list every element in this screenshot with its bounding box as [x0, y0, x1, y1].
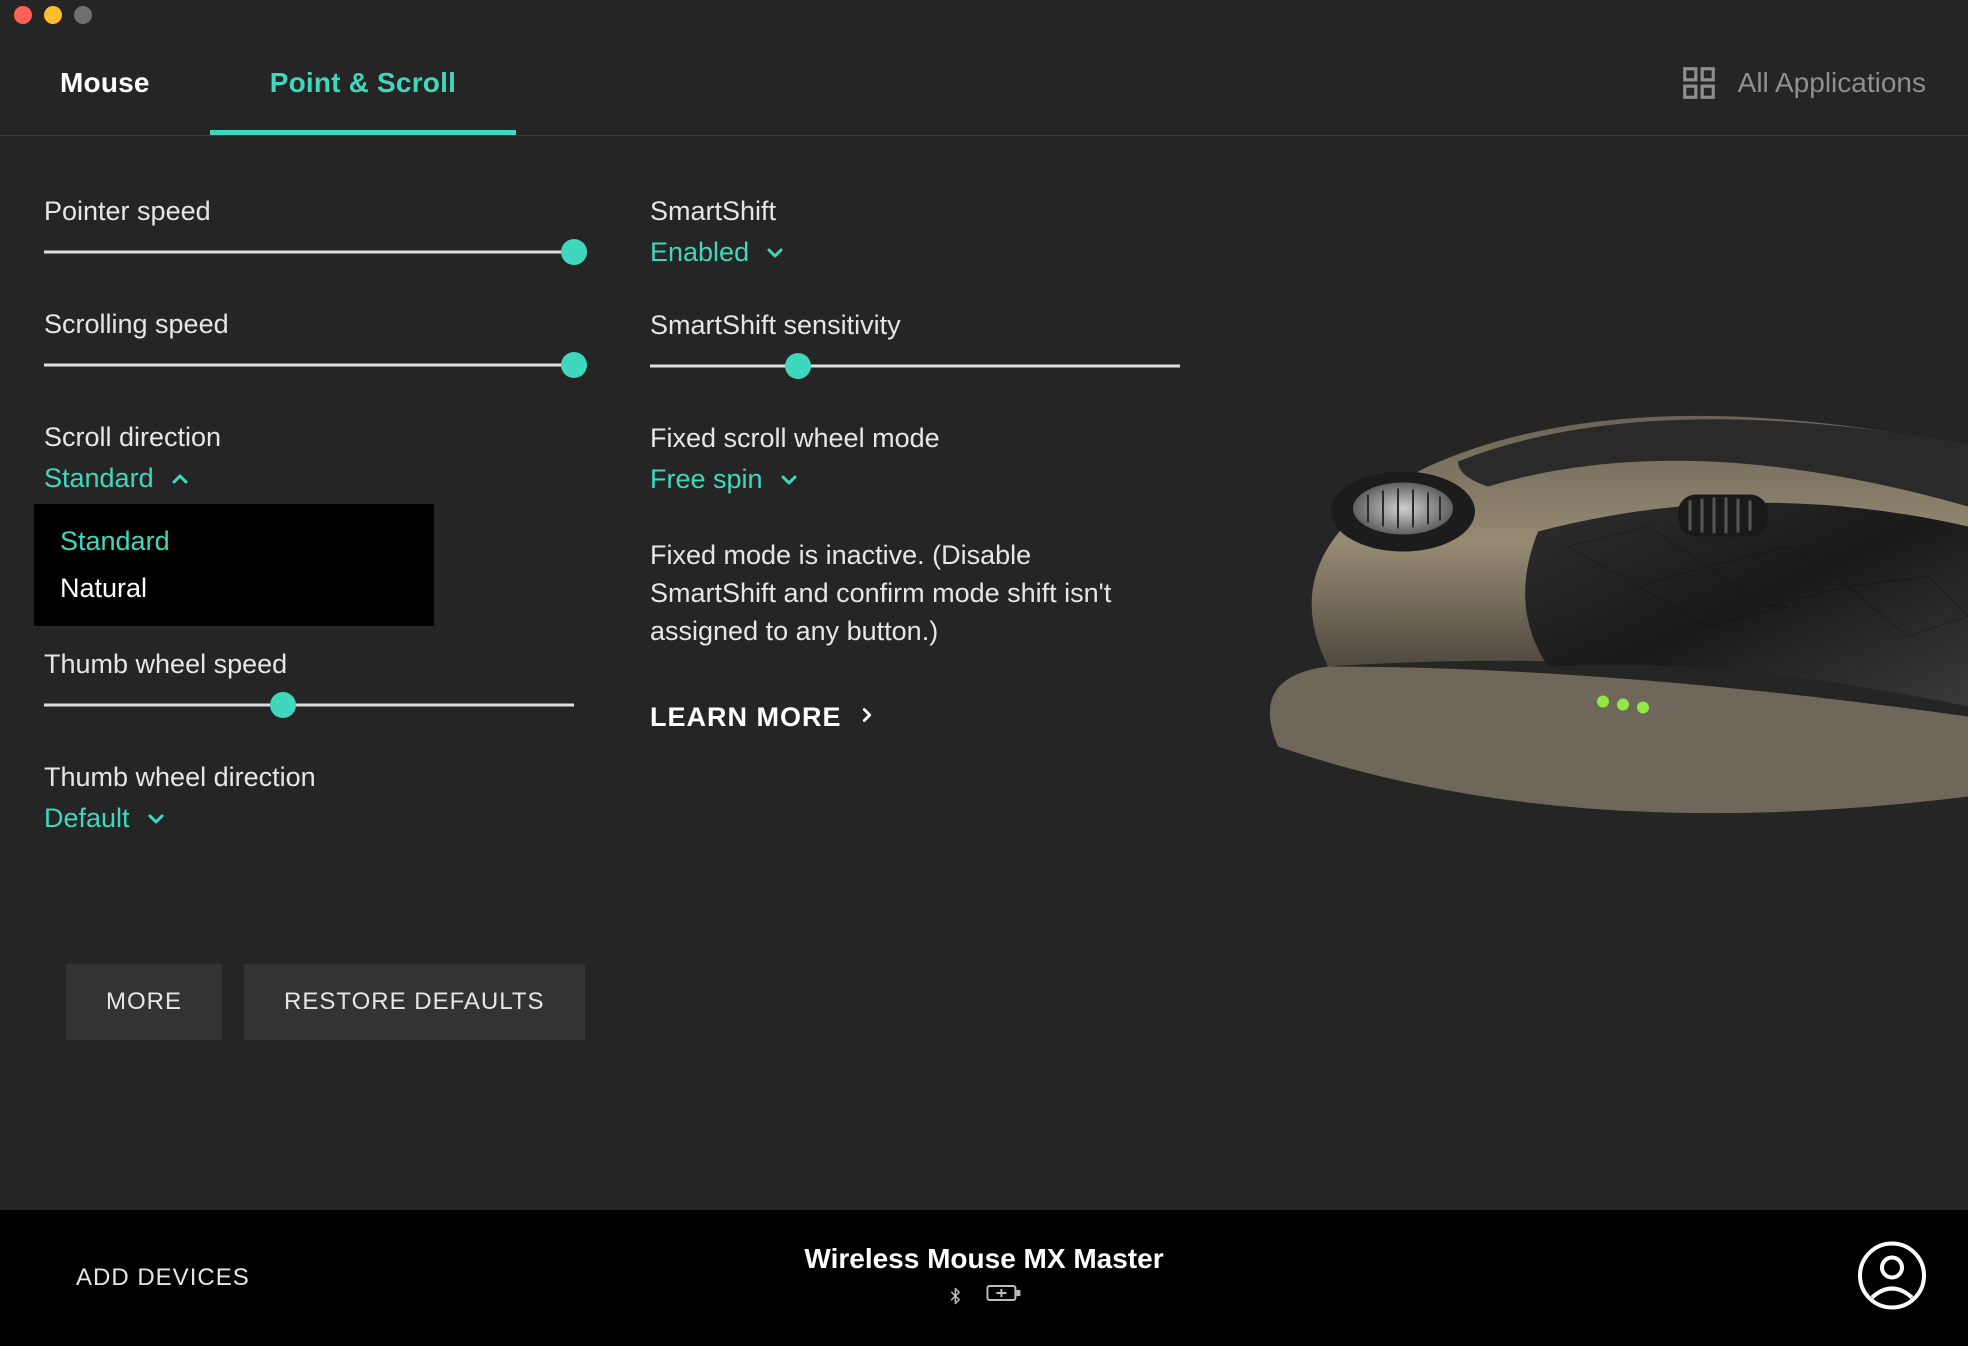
left-column: Pointer speed Scrolling speed Scroll dir… — [44, 196, 604, 1210]
scroll-direction-label: Scroll direction — [44, 422, 604, 453]
apps-grid-icon — [1680, 64, 1718, 102]
right-column: SmartShift Enabled SmartShift sensitivit… — [650, 196, 1210, 1210]
smartshift-group: SmartShift Enabled — [650, 196, 1210, 268]
scrolling-speed-group: Scrolling speed — [44, 309, 604, 380]
smartshift-sensitivity-group: SmartShift sensitivity — [650, 310, 1210, 381]
titlebar — [0, 0, 1968, 30]
pointer-speed-label: Pointer speed — [44, 196, 604, 227]
scroll-direction-value: Standard — [44, 463, 154, 494]
scroll-direction-popup: Standard Natural — [34, 504, 434, 626]
fixed-mode-dropdown[interactable]: Free spin — [650, 464, 801, 495]
bluetooth-icon — [946, 1283, 964, 1314]
thumb-wheel-speed-group: Thumb wheel speed — [44, 649, 604, 720]
slider-knob[interactable] — [785, 353, 811, 379]
fixed-mode-label: Fixed scroll wheel mode — [650, 423, 1210, 454]
window-minimize-button[interactable] — [44, 6, 62, 24]
thumb-wheel-speed-label: Thumb wheel speed — [44, 649, 604, 680]
slider-track — [44, 364, 574, 367]
device-info: Wireless Mouse MX Master — [804, 1243, 1163, 1314]
chevron-down-icon — [144, 807, 168, 831]
thumb-wheel-direction-group: Thumb wheel direction Default — [44, 762, 604, 834]
scroll-direction-option-natural[interactable]: Natural — [56, 565, 412, 612]
scroll-direction-option-standard[interactable]: Standard — [56, 518, 412, 565]
tab-mouse[interactable]: Mouse — [0, 30, 210, 135]
window-close-button[interactable] — [14, 6, 32, 24]
battery-icon — [986, 1283, 1022, 1314]
slider-knob[interactable] — [561, 352, 587, 378]
action-row: MORE RESTORE DEFAULTS — [66, 964, 585, 1040]
profile-button[interactable] — [1856, 1240, 1928, 1317]
chevron-down-icon — [763, 241, 787, 265]
slider-track — [650, 365, 1180, 368]
scrolling-speed-slider[interactable] — [44, 350, 574, 380]
slider-track — [44, 251, 574, 254]
pointer-speed-group: Pointer speed — [44, 196, 604, 267]
thumb-wheel-speed-slider[interactable] — [44, 690, 574, 720]
device-illustration — [1208, 366, 1968, 851]
device-name-label: Wireless Mouse MX Master — [804, 1243, 1163, 1275]
scroll-direction-dropdown[interactable]: Standard — [44, 463, 192, 494]
smartshift-sensitivity-label: SmartShift sensitivity — [650, 310, 1210, 341]
add-devices-button[interactable]: ADD DEVICES — [76, 1264, 250, 1292]
content-area: Pointer speed Scrolling speed Scroll dir… — [0, 136, 1968, 1210]
fixed-mode-note: Fixed mode is inactive. (Disable SmartSh… — [650, 537, 1130, 650]
tab-point-and-scroll[interactable]: Point & Scroll — [210, 30, 516, 135]
fixed-mode-group: Fixed scroll wheel mode Free spin — [650, 423, 1210, 495]
pointer-speed-slider[interactable] — [44, 237, 574, 267]
smartshift-label: SmartShift — [650, 196, 1210, 227]
smartshift-sensitivity-slider[interactable] — [650, 351, 1180, 381]
chevron-up-icon — [168, 467, 192, 491]
fixed-mode-value: Free spin — [650, 464, 763, 495]
more-button[interactable]: MORE — [66, 964, 222, 1040]
learn-more-link[interactable]: LEARN MORE — [650, 702, 878, 733]
restore-defaults-button[interactable]: RESTORE DEFAULTS — [244, 964, 585, 1040]
tab-point-scroll-label: Point & Scroll — [270, 67, 456, 99]
thumb-wheel-direction-label: Thumb wheel direction — [44, 762, 604, 793]
thumb-wheel-direction-dropdown[interactable]: Default — [44, 803, 168, 834]
slider-track — [44, 704, 574, 707]
device-status-icons — [804, 1283, 1163, 1314]
slider-knob[interactable] — [270, 692, 296, 718]
application-selector-label: All Applications — [1738, 67, 1926, 99]
chevron-right-icon — [856, 702, 878, 733]
scrolling-speed-label: Scrolling speed — [44, 309, 604, 340]
application-selector[interactable]: All Applications — [1680, 64, 1968, 102]
scroll-direction-group: Scroll direction Standard Standard Natur… — [44, 422, 604, 494]
learn-more-label: LEARN MORE — [650, 702, 842, 733]
window-zoom-button[interactable] — [74, 6, 92, 24]
footer: ADD DEVICES Wireless Mouse MX Master — [0, 1210, 1968, 1346]
tab-mouse-label: Mouse — [60, 67, 150, 99]
chevron-down-icon — [777, 468, 801, 492]
smartshift-dropdown[interactable]: Enabled — [650, 237, 787, 268]
slider-knob[interactable] — [561, 239, 587, 265]
thumb-wheel-direction-value: Default — [44, 803, 130, 834]
smartshift-value: Enabled — [650, 237, 749, 268]
tab-bar: Mouse Point & Scroll All Applications — [0, 30, 1968, 136]
app-window: Mouse Point & Scroll All Applications Po… — [0, 0, 1968, 1346]
